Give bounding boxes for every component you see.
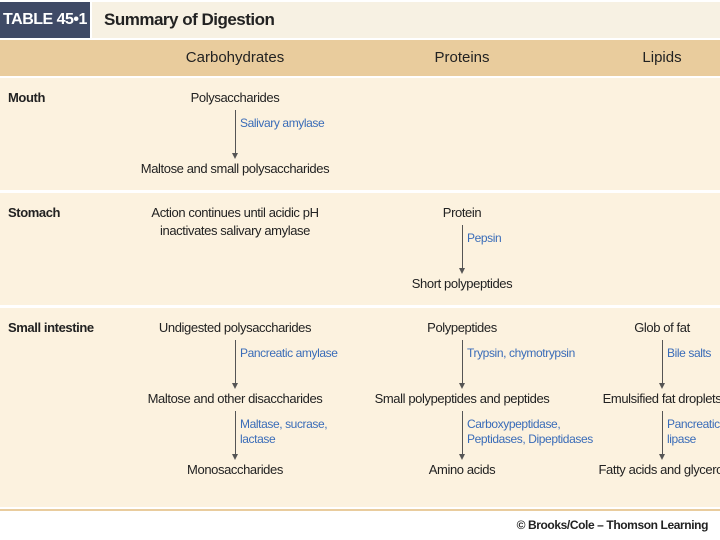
arrow-head: [459, 383, 465, 389]
arrow-head: [659, 454, 665, 460]
enzyme: Salivary amylase: [240, 116, 325, 130]
row-label: Small intestine: [8, 320, 94, 335]
substance: Monosaccharides: [187, 462, 283, 477]
arrow-head: [232, 153, 238, 159]
row-background: [0, 193, 720, 305]
arrow-shaft: [235, 411, 236, 456]
enzyme: lactase: [240, 432, 276, 446]
substance: Protein: [442, 205, 482, 220]
enzyme: Carboxypeptidase,: [467, 417, 561, 431]
table-label: TABLE 45•1: [0, 2, 90, 38]
arrow-shaft: [235, 110, 236, 155]
arrow-shaft: [662, 340, 663, 385]
substance: Emulsified fat droplets: [602, 391, 720, 406]
table-title: Summary of Digestion: [104, 10, 275, 29]
substance: Amino acids: [428, 462, 496, 477]
row-background: [0, 78, 720, 190]
substance: Maltose and other disaccharides: [147, 391, 323, 406]
substance: Glob of fat: [634, 320, 690, 335]
substance: Polysaccharides: [190, 90, 280, 105]
arrow-head: [232, 454, 238, 460]
note-line: Action continues until acidic pH: [151, 205, 319, 220]
arrow-shaft: [462, 225, 463, 270]
arrow-head: [659, 383, 665, 389]
arrow-shaft: [462, 411, 463, 456]
row-label: Mouth: [8, 90, 45, 105]
column-label: Proteins: [434, 49, 490, 66]
substance: Maltose and small polysaccharides: [140, 161, 330, 176]
row-label: Stomach: [8, 205, 61, 220]
row-background: [0, 308, 720, 507]
enzyme: Pancreatic: [667, 417, 720, 431]
substance: Polypeptides: [427, 320, 497, 335]
substance: Fatty acids and glycerol: [598, 462, 720, 477]
enzyme: lipase: [667, 432, 696, 446]
substance: Short polypeptides: [411, 276, 513, 291]
substance: Small polypeptides and peptides: [374, 391, 550, 406]
enzyme: Pepsin: [467, 231, 502, 245]
column-header-row: [0, 40, 720, 76]
column-label: Carbohydrates: [185, 49, 285, 66]
substance: Undigested polysaccharides: [158, 320, 312, 335]
note-line: inactivates salivary amylase: [160, 223, 310, 238]
arrow-shaft: [662, 411, 663, 456]
title-bar: [92, 2, 720, 38]
enzyme: Maltase, sucrase,: [240, 417, 328, 431]
enzyme: Peptidases, Dipeptidases: [467, 432, 593, 446]
enzyme: Trypsin, chymotrypsin: [467, 346, 575, 360]
arrow-head: [459, 268, 465, 274]
credit: © Brooks/Cole – Thomson Learning: [516, 518, 709, 532]
arrow-shaft: [235, 340, 236, 385]
enzyme: Bile salts: [667, 346, 712, 360]
column-label: Lipids: [642, 49, 682, 66]
arrow-head: [459, 454, 465, 460]
bottom-rule: [0, 509, 720, 511]
enzyme: Pancreatic amylase: [240, 346, 338, 360]
arrow-shaft: [462, 340, 463, 385]
arrow-head: [232, 383, 238, 389]
